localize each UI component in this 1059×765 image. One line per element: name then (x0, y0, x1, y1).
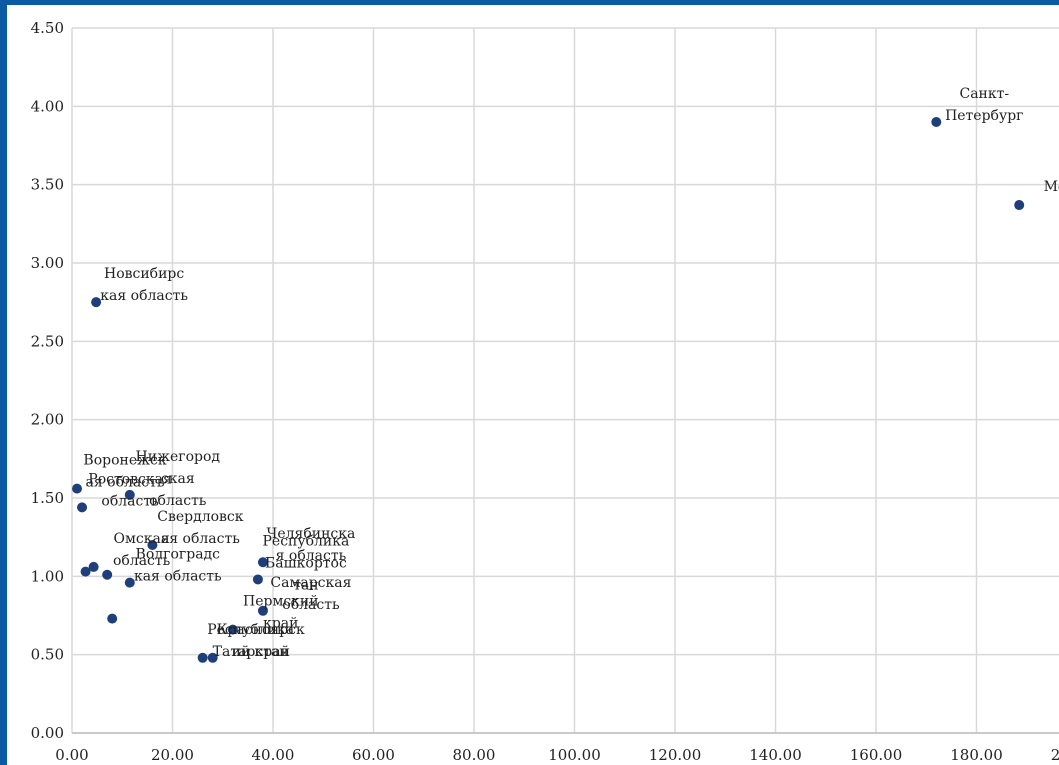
x-tick-label: 120.00 (649, 746, 702, 764)
data-point[interactable] (207, 652, 218, 663)
data-point[interactable] (88, 561, 99, 572)
data-point[interactable] (252, 574, 263, 585)
data-point[interactable] (72, 483, 83, 494)
data-label: Самарская область (270, 575, 351, 613)
x-axis-ticks: 0.00 20.00 40.00 60.00 80.00 100.00 120.00 140.… (55, 746, 1059, 764)
y-tick-label: 4.00 (31, 97, 64, 115)
data-label: Нижегород ская область (136, 449, 221, 509)
data-point[interactable] (80, 566, 91, 577)
y-axis-ticks: 0.00 0.50 1.00 1.50 2.00 2.50 3.00 3.50 4.00 4.50 (31, 19, 64, 742)
data-point[interactable] (107, 613, 118, 624)
data-label: Санкт-Петербург (945, 86, 1023, 124)
data-point[interactable] (1014, 200, 1025, 211)
data-label: Ростовская область (88, 471, 172, 509)
data-label: Новсибирс кая область (100, 266, 188, 304)
y-tick-label: 0.00 (31, 724, 64, 742)
y-tick-label: 0.50 (31, 646, 64, 664)
data-label: Воронежск ая область (83, 453, 166, 491)
y-tick-label: 1.50 (31, 489, 64, 507)
data-point[interactable] (197, 652, 208, 663)
x-tick-label: 140.00 (749, 746, 802, 764)
y-tick-label: 4.50 (31, 19, 64, 37)
data-point[interactable] (257, 605, 268, 616)
data-label: Республика Татарстан (207, 622, 294, 660)
x-tick-label: 180.00 (950, 746, 1003, 764)
y-tick-label: 1.00 (31, 567, 64, 585)
y-tick-label: 3.50 (31, 176, 64, 194)
y-tick-label: 2.50 (31, 332, 64, 350)
data-point[interactable] (257, 557, 268, 568)
x-tick-label: 200.00 (1051, 746, 1059, 764)
data-point[interactable] (91, 297, 102, 308)
x-tick-label: 0.00 (55, 746, 88, 764)
data-label: Красноярск ий край (217, 622, 305, 660)
x-tick-label: 160.00 (850, 746, 903, 764)
x-tick-label: 40.00 (252, 746, 295, 764)
data-points (72, 117, 1025, 663)
data-label: Волгоградс кая область (134, 547, 222, 585)
grid-lines (71, 27, 1059, 734)
data-label: Челябинска я область (267, 526, 356, 564)
data-point[interactable] (227, 624, 238, 635)
data-label: Свердловск ая область (157, 509, 244, 547)
x-tick-label: 60.00 (352, 746, 395, 764)
data-point[interactable] (124, 489, 135, 500)
y-tick-label: 2.00 (31, 411, 64, 429)
data-label: Республика Башкортос тан (262, 533, 349, 593)
x-tick-label: 20.00 (151, 746, 194, 764)
data-point[interactable] (102, 569, 113, 580)
data-point[interactable] (931, 117, 942, 127)
data-point[interactable] (77, 502, 88, 513)
x-tick-label: 100.00 (548, 746, 601, 764)
data-point[interactable] (124, 577, 135, 588)
data-label: Омская область (113, 531, 171, 569)
x-tick-label: 80.00 (453, 746, 496, 764)
y-tick-label: 3.00 (31, 254, 64, 272)
data-point[interactable] (147, 540, 158, 550)
data-label: Пермский край (243, 594, 319, 632)
data-label: Москв (1044, 179, 1059, 195)
